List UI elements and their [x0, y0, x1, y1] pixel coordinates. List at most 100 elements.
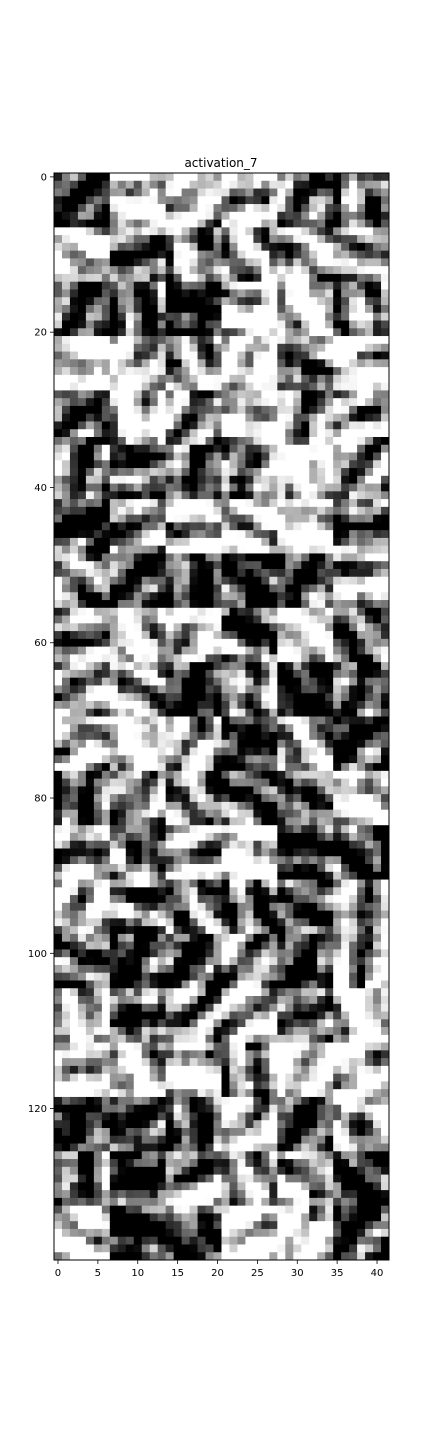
heatmap-cell	[109, 1034, 119, 1043]
heatmap-cell	[373, 312, 382, 321]
heatmap-cell	[117, 693, 127, 702]
heatmap-cell	[237, 359, 246, 368]
heatmap-cell	[373, 980, 382, 989]
heatmap-cell	[133, 817, 143, 826]
heatmap-cell	[261, 196, 270, 205]
heatmap-cell	[261, 941, 270, 950]
heatmap-cell	[229, 204, 238, 213]
heatmap-cell	[157, 343, 167, 352]
heatmap-cell	[205, 1073, 214, 1082]
heatmap-cell	[245, 266, 254, 275]
heatmap-cell	[77, 941, 87, 950]
heatmap-cell	[213, 1034, 222, 1043]
heatmap-cell	[349, 600, 358, 609]
heatmap-cell	[349, 522, 358, 531]
heatmap-cell	[141, 281, 151, 290]
heatmap-cell	[349, 304, 358, 314]
heatmap-cell	[173, 957, 183, 966]
heatmap-cell	[381, 794, 390, 803]
heatmap-cell	[181, 716, 190, 725]
heatmap-cell	[357, 1050, 366, 1059]
heatmap-cell	[317, 996, 326, 1005]
heatmap-cell	[357, 390, 366, 399]
heatmap-cell	[333, 405, 342, 415]
heatmap-cell	[109, 693, 119, 702]
heatmap-cell	[141, 568, 151, 578]
heatmap-cell	[157, 809, 167, 818]
heatmap-cell	[221, 662, 230, 671]
heatmap-cell	[261, 1011, 270, 1020]
heatmap-cell	[341, 297, 350, 306]
heatmap-cell	[197, 809, 206, 818]
heatmap-cell	[101, 996, 111, 1005]
heatmap-cell	[125, 483, 135, 492]
heatmap-cell	[93, 654, 103, 663]
heatmap-cell	[261, 359, 270, 368]
heatmap-cell	[317, 1034, 326, 1043]
heatmap-cell	[181, 1042, 190, 1051]
heatmap-cell	[221, 413, 230, 422]
heatmap-cell	[317, 669, 326, 679]
heatmap-cell	[197, 452, 206, 461]
heatmap-cell	[301, 273, 310, 283]
heatmap-cell	[245, 553, 254, 562]
heatmap-cell	[309, 281, 318, 290]
heatmap-cell	[133, 949, 143, 958]
heatmap-cell	[253, 1034, 262, 1043]
heatmap-cell	[165, 732, 175, 741]
heatmap-cell	[93, 452, 103, 461]
heatmap-cell	[293, 933, 302, 943]
heatmap-cell	[101, 297, 111, 306]
heatmap-cell	[69, 996, 79, 1005]
heatmap-cell	[54, 343, 63, 352]
heatmap-cell	[277, 1058, 286, 1067]
heatmap-cell	[261, 1089, 270, 1098]
heatmap-cell	[77, 623, 87, 632]
heatmap-cell	[173, 297, 183, 306]
heatmap-cell	[301, 312, 310, 321]
heatmap-cell	[85, 227, 95, 236]
heatmap-cell	[261, 367, 270, 376]
heatmap-cell	[269, 382, 278, 391]
heatmap-cell	[309, 219, 318, 228]
heatmap-cell	[117, 390, 127, 399]
heatmap-cell	[245, 304, 254, 314]
heatmap-cell	[373, 475, 382, 484]
heatmap-cell	[293, 204, 302, 213]
heatmap-cell	[213, 266, 222, 275]
heatmap-cell	[77, 483, 87, 492]
heatmap-cell	[373, 320, 382, 329]
heatmap-cell	[77, 312, 87, 321]
heatmap-cell	[125, 273, 135, 283]
heatmap-cell	[277, 887, 286, 896]
heatmap-cell	[237, 615, 246, 624]
heatmap-cell	[54, 778, 63, 787]
heatmap-cell	[221, 522, 230, 531]
heatmap-cell	[117, 1003, 127, 1012]
heatmap-cell	[221, 398, 230, 407]
heatmap-cell	[165, 592, 175, 601]
heatmap-cell	[229, 180, 238, 189]
heatmap-cell	[61, 631, 71, 640]
heatmap-cell	[269, 607, 278, 616]
heatmap-cell	[365, 568, 374, 578]
heatmap-cell	[317, 266, 326, 275]
heatmap-cell	[77, 359, 87, 368]
heatmap-cell	[213, 188, 222, 197]
heatmap-cell	[277, 926, 286, 935]
heatmap-cell	[293, 328, 302, 337]
heatmap-cell	[213, 732, 222, 741]
heatmap-cell	[93, 522, 103, 531]
heatmap-cell	[101, 421, 111, 430]
heatmap-cell	[245, 708, 254, 717]
heatmap-cell	[61, 413, 71, 422]
heatmap-cell	[117, 227, 127, 236]
heatmap-cell	[253, 506, 262, 516]
heatmap-cell	[213, 328, 222, 337]
heatmap-cell	[365, 801, 374, 811]
heatmap-cell	[101, 669, 111, 679]
heatmap-cell	[381, 949, 390, 958]
heatmap-cell	[341, 739, 350, 748]
heatmap-cell	[365, 848, 374, 857]
heatmap-cell	[293, 250, 302, 259]
